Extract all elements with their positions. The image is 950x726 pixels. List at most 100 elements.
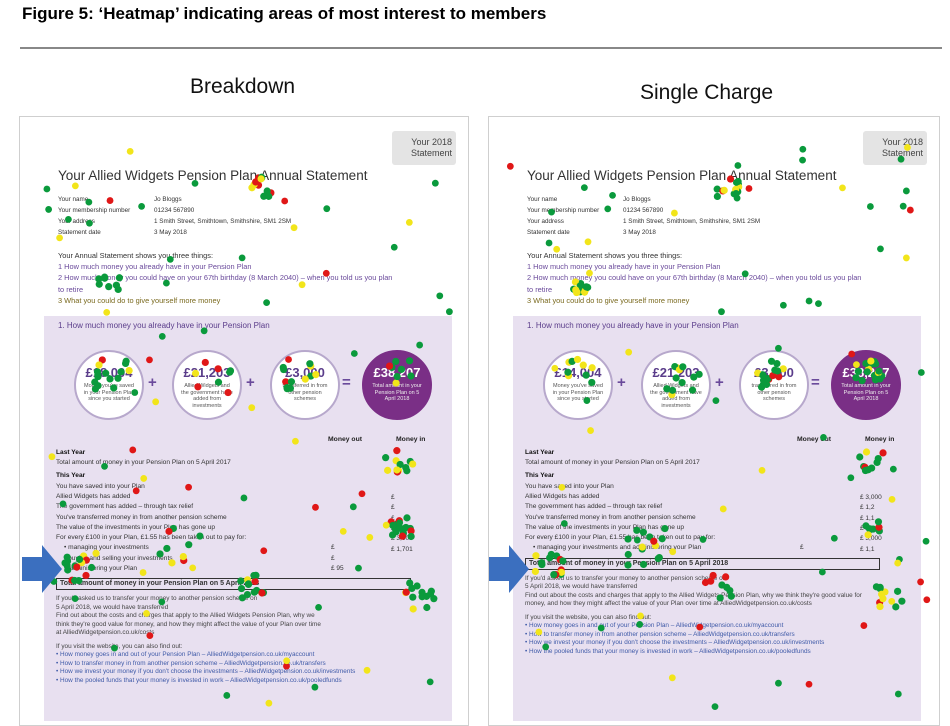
footnote-line: • How to transfer money in from another … (56, 659, 326, 667)
money-in-value: £ (391, 494, 395, 501)
heatmap-dot (671, 209, 678, 217)
heatmap-dot (854, 367, 862, 375)
detail-key: Your membership number (527, 207, 600, 214)
heatmap-dot (805, 297, 813, 305)
heatmap-dot (237, 577, 245, 585)
detail-key: Statement date (58, 229, 101, 236)
heatmap-dot (283, 662, 290, 670)
heatmap-dot (775, 679, 782, 687)
table-row: You have saved into your Plan (525, 482, 614, 490)
heatmap-dot (639, 560, 648, 569)
heatmap-dot (663, 385, 671, 393)
heatmap-dot (71, 182, 79, 190)
heatmap-dot (407, 527, 415, 535)
footnote-line: If you visit the website, you can also f… (525, 613, 652, 621)
heatmap-dot (759, 381, 767, 389)
heatmap-dot (322, 269, 330, 277)
heatmap-dot (290, 224, 298, 232)
heatmap-dot (876, 602, 884, 611)
detail-key: Your address (527, 218, 564, 225)
heatmap-dot (238, 594, 246, 602)
heatmap-dot (576, 282, 584, 290)
heatmap-dot (624, 561, 632, 569)
heatmap-dot (61, 559, 69, 567)
heatmap-dot (301, 375, 309, 383)
heatmap-dot (405, 219, 413, 226)
heatmap-dot (550, 570, 558, 579)
heatmap-dot (775, 373, 783, 381)
heatmap-dot (250, 571, 258, 579)
detail-value: 1 Smith Street, Smithtown, Smithshire, S… (623, 218, 761, 225)
heatmap-dot (678, 378, 686, 387)
heatmap-dot (263, 299, 270, 306)
heatmap-dot (650, 537, 658, 545)
member-details: Your name Jo Bloggs Your membership number… (527, 194, 760, 238)
heatmap-dot (339, 527, 347, 535)
heatmap-dot (923, 596, 931, 604)
heatmap-dot (873, 458, 881, 467)
heatmap-dot (59, 500, 67, 508)
heatmap-dot (152, 398, 160, 406)
heatmap-dot (852, 374, 860, 382)
heatmap-dot (281, 197, 289, 205)
heatmap-dot (899, 202, 907, 210)
heatmap-dot (906, 206, 914, 214)
heatmap-dot (146, 632, 154, 640)
heatmap-dot (711, 703, 719, 711)
footnote-line: at AlliedWidgetpension.co.uk/costs (56, 629, 155, 637)
money-out-value: £ (331, 554, 335, 562)
heatmap-dot (722, 573, 730, 581)
heatmap-dot (138, 202, 145, 210)
footnote-line: If you'd asked us to transfer your money… (56, 595, 258, 603)
heatmap-dot (573, 355, 582, 364)
footnote-line: • How the pooled funds that your money i… (525, 647, 811, 655)
arrow-icon (22, 545, 62, 593)
heatmap-dot (727, 592, 735, 600)
heatmap-dot (661, 524, 669, 533)
heatmap-dot (115, 274, 124, 282)
intro-text: Your Annual Statement shows you three th… (58, 251, 214, 260)
heatmap-dot (858, 376, 866, 385)
heatmap-dot (767, 357, 776, 365)
footnote-line: • How we invest your money if you don't … (56, 668, 356, 676)
heatmap-dot (775, 344, 782, 352)
footnotes: If you'd asked us to transfer your money… (56, 595, 448, 685)
heatmap-dot (690, 373, 698, 381)
money-in-value: £ (391, 504, 395, 512)
col-head-money-out: Money out (797, 436, 831, 443)
heatmap-dot (75, 555, 84, 564)
heatmap-dot (101, 462, 108, 470)
heatmap-dot (102, 369, 110, 377)
intro-item: 3 What you could do to give yourself mor… (527, 295, 690, 305)
heatmap-dot (860, 622, 868, 629)
heatmap-dot (103, 308, 111, 316)
money-in-value: £ (391, 514, 395, 522)
summary-section: 1. How much money you already have in yo… (513, 316, 921, 721)
detail-key: Statement date (527, 229, 570, 236)
table-row: You have saved into your Plan (56, 482, 145, 490)
heatmap-dot (226, 368, 234, 376)
heatmap-dot (358, 490, 366, 498)
heatmap-dot (633, 536, 641, 544)
money-in-value: £ 3,000 (860, 535, 882, 543)
money-in-value: £ 1,701 (391, 545, 413, 553)
heatmap-dot (94, 382, 102, 390)
heatmap-dot (864, 531, 872, 539)
heatmap-dot (898, 597, 906, 605)
heatmap-dot (238, 254, 246, 262)
heatmap-dot (214, 378, 223, 386)
table-row: Last Year (56, 449, 86, 456)
heatmap-dot (572, 286, 580, 294)
heatmap-dot (427, 587, 435, 595)
detail-value: 3 May 2018 (154, 229, 187, 236)
operator-sign: + (148, 374, 157, 391)
heatmap-dot (779, 301, 787, 309)
heatmap-dot (392, 357, 400, 366)
heatmap-dot (699, 536, 707, 543)
circle-caption: Total amount in your Pension Plan on 5 A… (841, 383, 891, 402)
heatmap-dot (713, 185, 721, 193)
heatmap-dot (551, 364, 559, 372)
heatmap-dot (547, 550, 555, 559)
heatmap-dot (531, 567, 539, 576)
doc-title: Your Allied Widgets Pension Plan Annual … (527, 168, 837, 183)
